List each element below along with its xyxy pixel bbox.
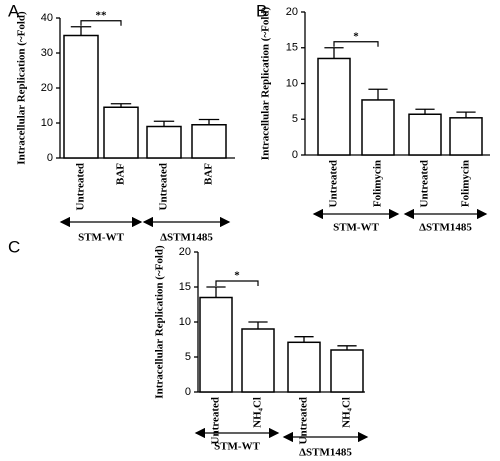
x-tick-label: Folimycin [372,160,384,207]
bar [241,328,275,393]
panel-label: A [8,1,20,20]
y-axis-title: Intracellular Replication (~Fold) [16,11,28,165]
bar [330,349,364,393]
bar [191,124,227,159]
bar [199,296,233,393]
y-axis-title: Intracellular Replication (~Fold) [260,6,272,160]
bar [63,34,99,159]
group-label: STM-WT [214,441,261,453]
y-tick-label: 5 [185,351,191,363]
significance-label: * [234,270,240,282]
x-tick-label: Folimycin [460,160,472,207]
x-tick-label: NH₄Cl [252,397,264,428]
x-tick-label: NH₄Cl [341,397,353,428]
significance-bracket [333,41,379,47]
bar [287,341,321,393]
y-tick-label: 15 [179,281,191,293]
y-tick-label: 0 [185,386,191,398]
y-tick-label: 15 [286,42,298,54]
significance-bracket [215,280,259,286]
group-label: STM-WT [78,232,125,244]
group-label: ΔSTM1485 [299,447,352,459]
significance-label: * [353,30,359,42]
y-tick-label: 5 [292,113,298,125]
x-tick-label: Untreated [210,397,222,444]
y-tick-label: 20 [179,246,191,258]
y-tick-label: 30 [41,47,53,59]
group-label: ΔSTM1485 [419,222,472,234]
y-tick-label: 0 [292,149,298,161]
bar [361,99,395,156]
y-tick-label: 0 [47,152,53,164]
y-tick-label: 10 [286,77,298,89]
bar [317,57,351,156]
x-tick-label: BAF [115,163,127,185]
significance-bracket [80,20,122,26]
y-tick-label: 10 [41,117,53,129]
y-tick-label: 10 [179,316,191,328]
bar [103,106,139,159]
bar [146,125,182,159]
y-axis-title: Intracellular Replication (~Fold) [154,245,166,399]
x-tick-label: BAF [203,163,215,185]
panel-label: C [8,237,20,256]
x-tick-label: Untreated [419,160,431,207]
x-tick-label: Untreated [158,163,170,210]
y-tick-label: 20 [286,6,298,18]
panel-label: B [256,1,267,20]
y-tick-label: 40 [41,12,53,24]
significance-label: ** [96,9,108,21]
bar [449,117,483,156]
group-label: STM-WT [333,222,380,234]
y-tick-label: 20 [41,82,53,94]
x-tick-label: Untreated [75,163,87,210]
x-tick-label: Untreated [328,160,340,207]
group-label: ΔSTM1485 [160,232,213,244]
bar [408,113,442,156]
